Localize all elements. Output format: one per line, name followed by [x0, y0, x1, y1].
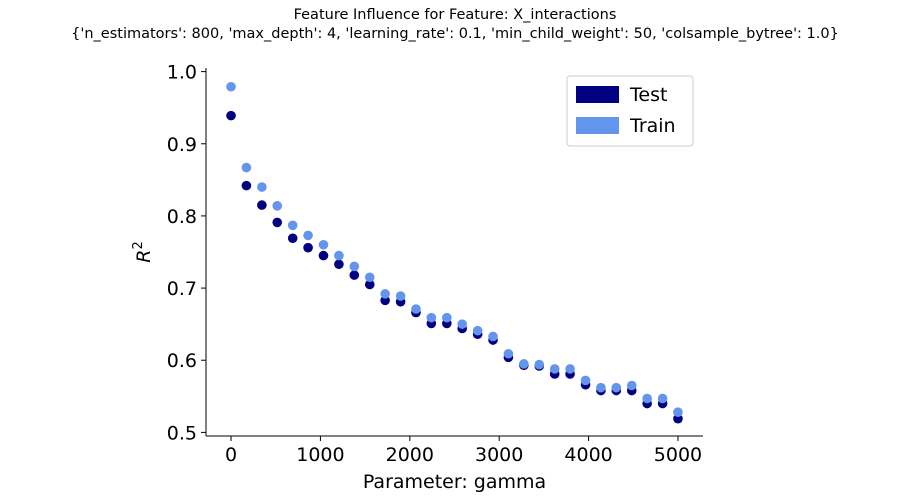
chart-title-block: Feature Influence for Feature: X_interac…: [0, 6, 910, 44]
y-tick-label: 1.0: [167, 62, 197, 84]
legend-label-train: Train: [629, 115, 676, 137]
train-point: [426, 312, 437, 323]
legend-label-test: Test: [629, 84, 667, 106]
train-point: [287, 220, 298, 231]
x-tick-label: 5000: [654, 444, 702, 466]
train-point: [673, 407, 683, 417]
test-point: [287, 233, 298, 244]
x-tick-label: 3000: [475, 444, 523, 466]
train-point: [257, 182, 267, 192]
legend-swatch-test: [576, 86, 619, 103]
train-point: [241, 162, 252, 173]
train-point: [519, 359, 529, 369]
x-tick-label: 0: [225, 444, 237, 466]
train-point: [334, 250, 344, 261]
train-point: [580, 375, 591, 386]
train-point: [642, 393, 652, 404]
test-point: [334, 259, 344, 270]
legend-swatch-train: [576, 117, 619, 134]
test-point: [364, 279, 375, 290]
train-point: [442, 312, 452, 323]
y-tick-label: 0.8: [167, 206, 197, 228]
x-tick-label: 1000: [296, 444, 344, 466]
x-tick-label: 2000: [386, 444, 434, 466]
train-point: [272, 201, 283, 211]
train-point: [318, 239, 329, 250]
data-points: [226, 81, 683, 424]
train-point: [565, 364, 575, 374]
test-point: [257, 200, 267, 210]
train-point: [349, 261, 360, 272]
test-point: [349, 270, 360, 280]
train-point: [226, 81, 236, 92]
train-point: [380, 289, 390, 299]
y-axis-label-base: R: [133, 250, 155, 263]
train-point: [488, 331, 498, 342]
test-point: [303, 242, 313, 253]
train-point: [303, 230, 313, 241]
y-tick-label: 0.5: [167, 422, 197, 444]
test-point: [241, 180, 252, 191]
train-point: [549, 364, 560, 374]
train-point: [364, 272, 375, 283]
train-point: [596, 382, 606, 393]
legend: Test Train: [566, 75, 694, 147]
test-point: [272, 217, 283, 228]
train-point: [626, 380, 637, 391]
axes: [205, 68, 703, 437]
y-tick-label: 0.9: [167, 134, 197, 156]
train-point: [534, 359, 545, 370]
chart-subtitle: {'n_estimators': 800, 'max_depth': 4, 'l…: [71, 26, 839, 42]
train-point: [457, 319, 467, 329]
y-axis-label-sup: 2: [131, 241, 146, 249]
train-point: [657, 393, 668, 404]
y-tick-label: 0.7: [167, 278, 197, 300]
x-tick-label: 4000: [564, 444, 612, 466]
train-point: [411, 304, 421, 314]
test-point: [318, 250, 329, 261]
x-axis-label: Parameter: gamma: [363, 471, 546, 493]
train-point: [472, 325, 483, 336]
y-tick-label: 0.6: [167, 350, 197, 372]
ticks: 0 1000 2000 3000 4000 5000 0.5 0.6 0.7 0.8 0.9 1.0: [167, 62, 702, 466]
test-point: [226, 110, 236, 121]
y-axis-label: R2: [131, 241, 155, 262]
train-point: [395, 291, 406, 301]
train-point: [611, 382, 622, 393]
train-point: [503, 348, 514, 359]
chart-title: Feature Influence for Feature: X_interac…: [293, 7, 617, 23]
